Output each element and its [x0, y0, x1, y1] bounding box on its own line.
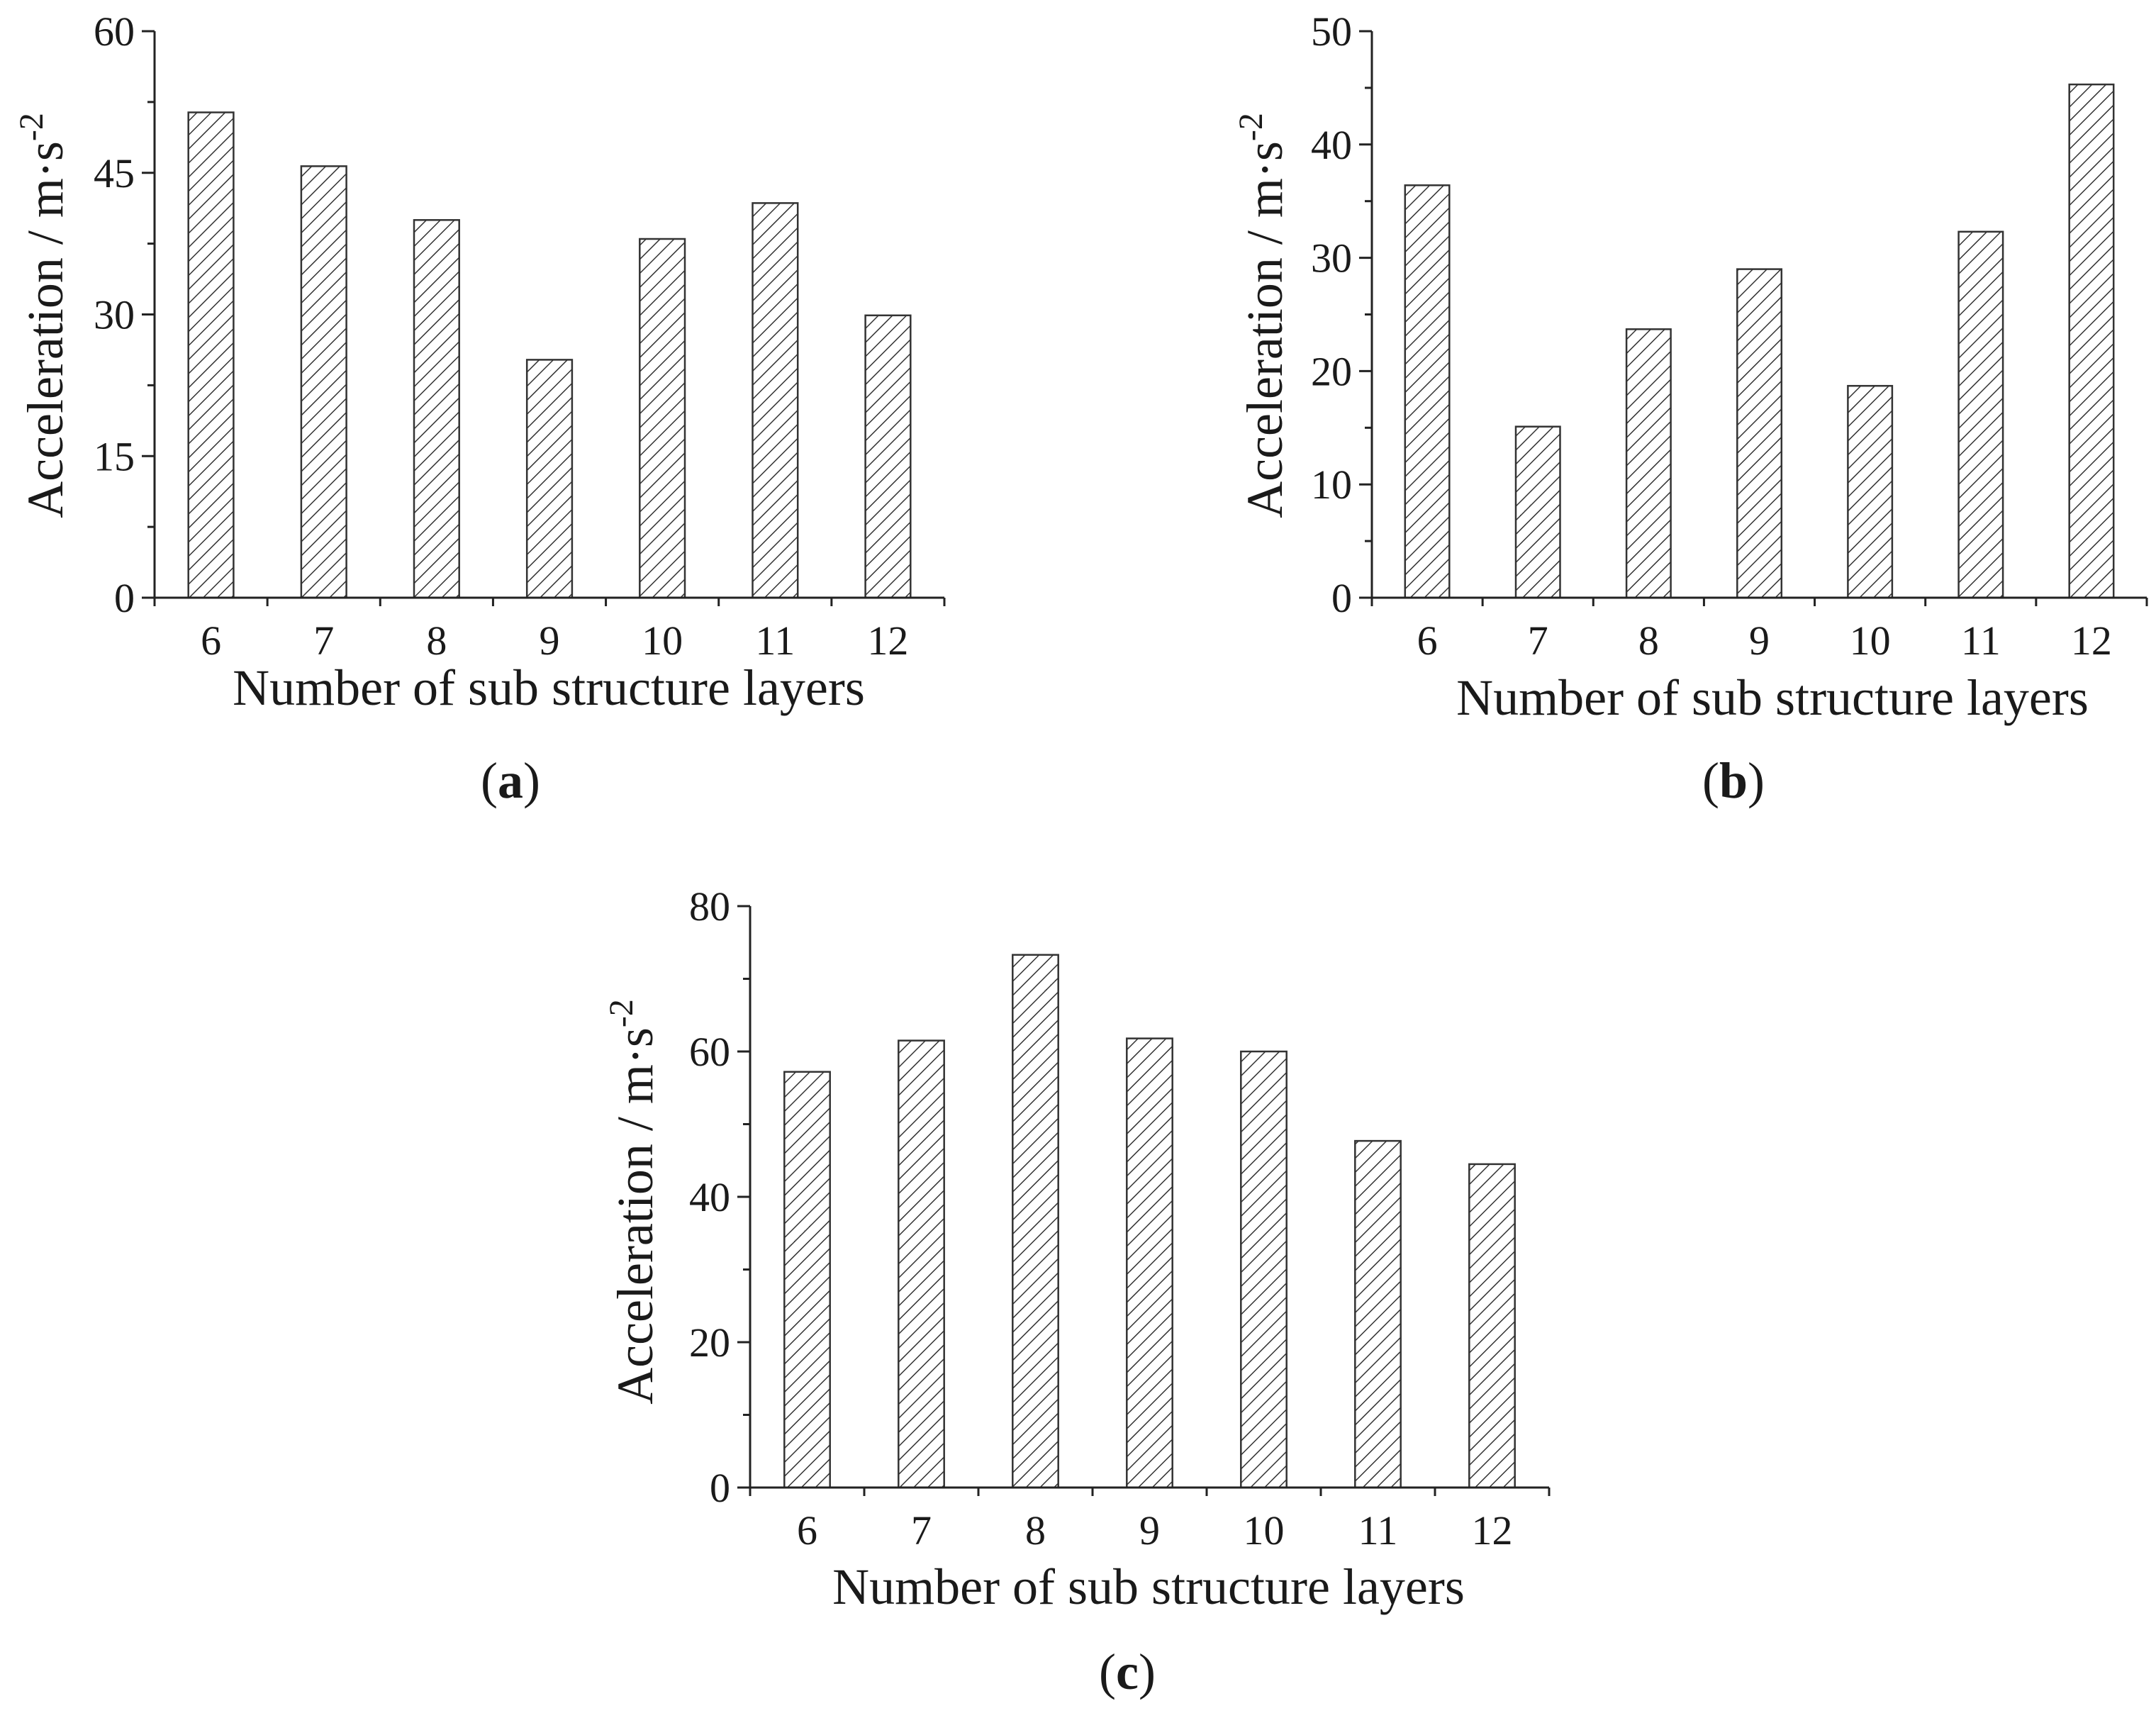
y-tick-label-a: 15: [94, 433, 135, 479]
bar-c-6: [783, 1071, 831, 1489]
bar-c-11: [1354, 1139, 1402, 1489]
ticks-a: 0 15 30 45 60 6 7 8 9 10 11 12: [94, 9, 946, 664]
bar-b-12: [2068, 83, 2115, 599]
x-tick-label-a: 6: [201, 618, 221, 664]
bar-b-11: [1957, 230, 2004, 599]
x-tick-label-b: 7: [1528, 618, 1548, 664]
bar-c-7: [898, 1039, 945, 1489]
bar-b-10: [1847, 384, 1894, 599]
x-tick-label-b: 6: [1417, 618, 1438, 664]
ticks-b: 0 10 20 30 40 50 6 7 8 9 10 11 12: [1311, 9, 2148, 664]
panel-label-a: (a): [481, 752, 540, 809]
y-tick-label-b: 40: [1311, 122, 1352, 168]
x-tick-label-c: 9: [1139, 1507, 1160, 1553]
x-tick-label-a: 12: [867, 618, 908, 664]
x-tick-label-c: 7: [911, 1507, 932, 1553]
x-tick-label-a: 10: [642, 618, 683, 664]
y-tick-label-c: 80: [689, 883, 730, 930]
bar-c-10: [1240, 1050, 1288, 1489]
y-tick-label-a: 30: [94, 292, 135, 338]
x-tick-label-c: 11: [1358, 1507, 1398, 1553]
y-tick-label-b: 20: [1311, 348, 1352, 394]
y-tick-label-c: 60: [689, 1029, 730, 1075]
y-tick-label-b: 0: [1331, 575, 1352, 621]
bar-c-8: [1012, 954, 1059, 1489]
x-tick-label-b: 9: [1749, 618, 1770, 664]
y-tick-label-a: 45: [94, 150, 135, 196]
y-tick-label-b: 10: [1311, 462, 1352, 508]
ticks-c: 0 20 40 60 80 6 7 8 9 10 11 12: [689, 883, 1551, 1553]
bar-c-12: [1468, 1163, 1516, 1489]
bar-a-10: [639, 238, 686, 599]
bar-a-8: [413, 219, 460, 599]
y-tick-label-c: 0: [710, 1465, 730, 1511]
panel-label-b: (b): [1702, 752, 1765, 809]
y-axis-title-a: Acceleration / m·s-2: [13, 113, 74, 518]
x-tick-label-a: 9: [540, 618, 560, 664]
bar-a-7: [300, 165, 347, 599]
panel-label-c: (c): [1099, 1644, 1156, 1700]
y-tick-label-b: 50: [1311, 9, 1352, 55]
x-tick-label-a: 7: [313, 618, 334, 664]
x-axis-title-b: Number of sub structure layers: [1456, 669, 2089, 726]
x-tick-label-c: 10: [1244, 1507, 1285, 1553]
bar-b-6: [1404, 184, 1451, 599]
x-tick-label-c: 8: [1025, 1507, 1046, 1553]
bar-b-9: [1736, 268, 1783, 599]
x-tick-label-a: 8: [426, 618, 447, 664]
bars-b: [1404, 83, 2115, 599]
y-tick-label-c: 40: [689, 1174, 730, 1220]
x-tick-label-b: 10: [1850, 618, 1891, 664]
x-tick-label-b: 11: [1961, 618, 2001, 664]
bar-a-6: [187, 111, 235, 599]
bar-a-11: [752, 202, 799, 599]
bars-a: [187, 111, 912, 599]
y-axis-title-c: Acceleration / m·s-2: [603, 999, 664, 1405]
chart-panel-a: 0 15 30 45 60 6 7 8 9 10 11 12 Number of sub struct…: [13, 9, 946, 809]
x-axis-title-c: Number of sub structure layers: [832, 1558, 1465, 1615]
bars-c: [783, 954, 1516, 1489]
y-tick-label-c: 20: [689, 1319, 730, 1366]
chart-panel-b: 0 10 20 30 40 50 6 7 8 9 10 11 12 Number of sub stru…: [1232, 9, 2148, 809]
x-axis-title-a: Number of sub structure layers: [233, 659, 865, 716]
y-axis-title-b: Acceleration / m·s-2: [1232, 113, 1293, 518]
bar-b-7: [1514, 425, 1561, 599]
x-tick-label-c: 6: [797, 1507, 817, 1553]
x-tick-label-c: 12: [1472, 1507, 1513, 1553]
x-tick-label-b: 12: [2071, 618, 2112, 664]
chart-panel-c: 0 20 40 60 80 6 7 8 9 10 11 12 Number of sub struct…: [603, 883, 1551, 1700]
y-tick-label-b: 30: [1311, 235, 1352, 281]
x-tick-label-b: 8: [1638, 618, 1659, 664]
y-tick-label-a: 0: [114, 575, 135, 621]
bar-b-8: [1625, 328, 1672, 599]
bar-a-12: [864, 314, 912, 599]
y-tick-label-a: 60: [94, 9, 135, 55]
x-tick-label-a: 11: [755, 618, 795, 664]
bar-c-9: [1126, 1037, 1173, 1489]
bar-a-9: [525, 359, 574, 599]
